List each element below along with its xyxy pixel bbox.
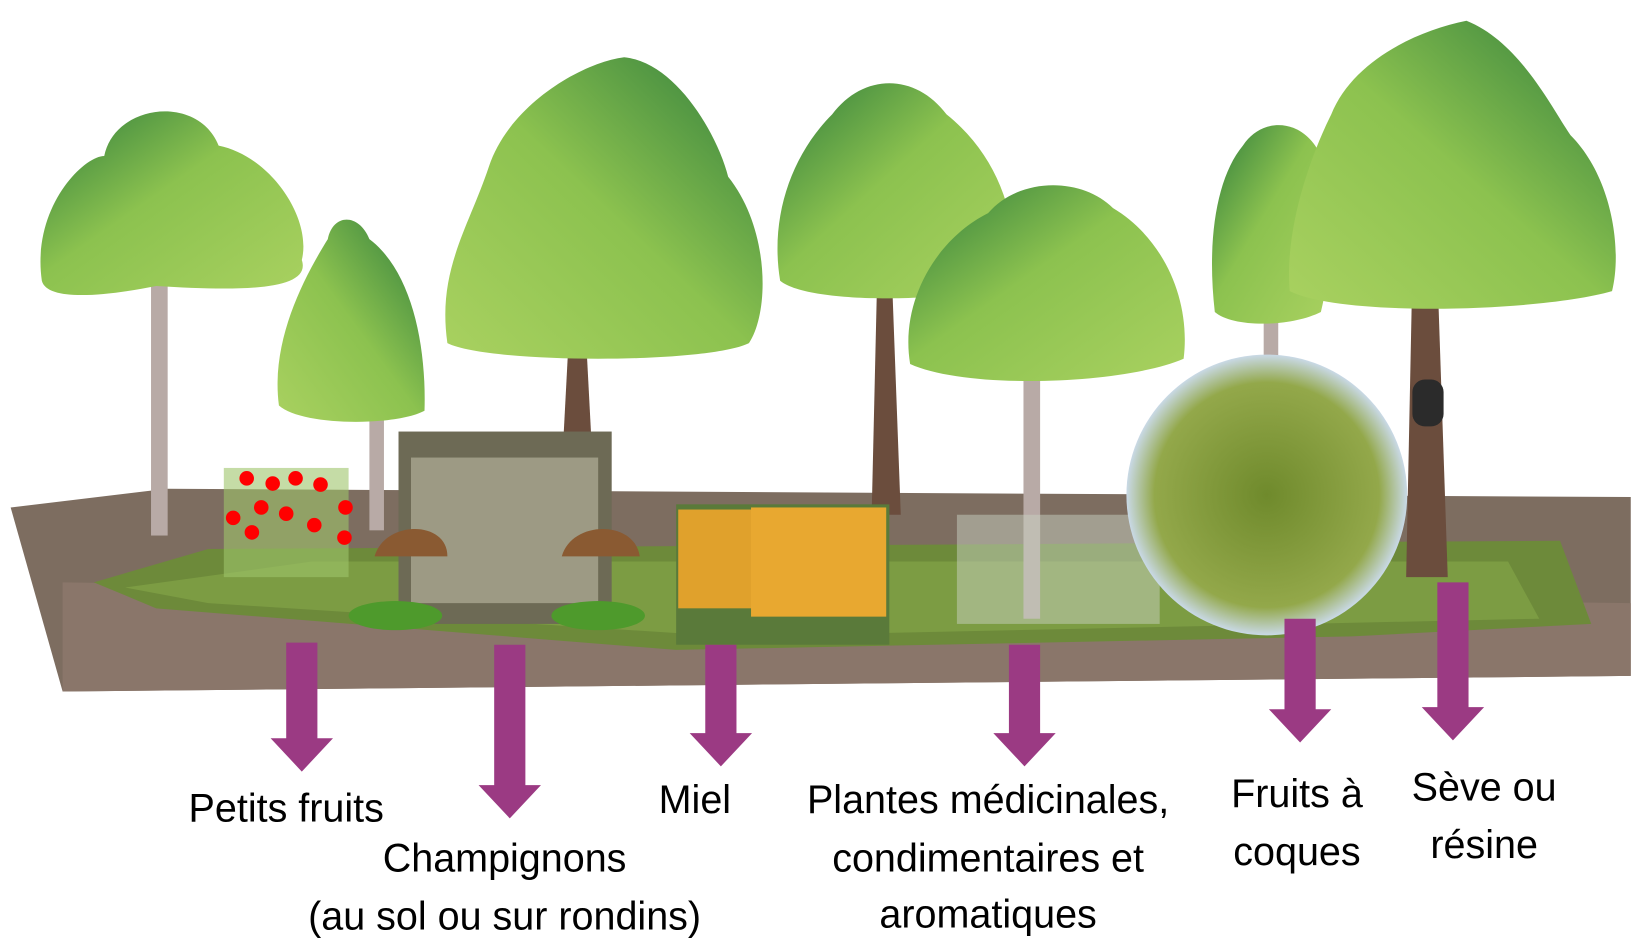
- product-label: résine: [1430, 823, 1538, 867]
- product-label: Sève ou: [1412, 766, 1557, 810]
- trunk: [151, 260, 168, 536]
- illustration: Petits fruits Champignons (au sol ou sur…: [0, 0, 1631, 939]
- product-label: Fruits à: [1231, 772, 1363, 816]
- berry-bushes: [224, 468, 353, 577]
- crown: [1289, 21, 1616, 309]
- product-label: condimentaires et: [832, 836, 1144, 880]
- product-label: Miel: [659, 778, 731, 822]
- nut-bush: [1126, 355, 1407, 636]
- page: Petits fruits Champignons (au sol ou sur…: [0, 0, 1631, 939]
- product-label: aromatiques: [879, 893, 1096, 937]
- crown: [40, 111, 303, 295]
- medicinal-plants: [957, 515, 1160, 624]
- sap-bucket: [1412, 380, 1443, 427]
- labels: Petits fruits Champignons (au sol ou sur…: [189, 766, 1557, 939]
- trunk: [872, 291, 901, 515]
- product-label: Champignons: [383, 836, 627, 880]
- product-label: coques: [1233, 830, 1360, 874]
- product-label: Plantes médicinales,: [807, 778, 1169, 822]
- product-label: Petits fruits: [189, 787, 384, 831]
- crown: [445, 57, 762, 359]
- product-label: (au sol ou sur rondins): [308, 895, 701, 939]
- beehives: [676, 504, 889, 644]
